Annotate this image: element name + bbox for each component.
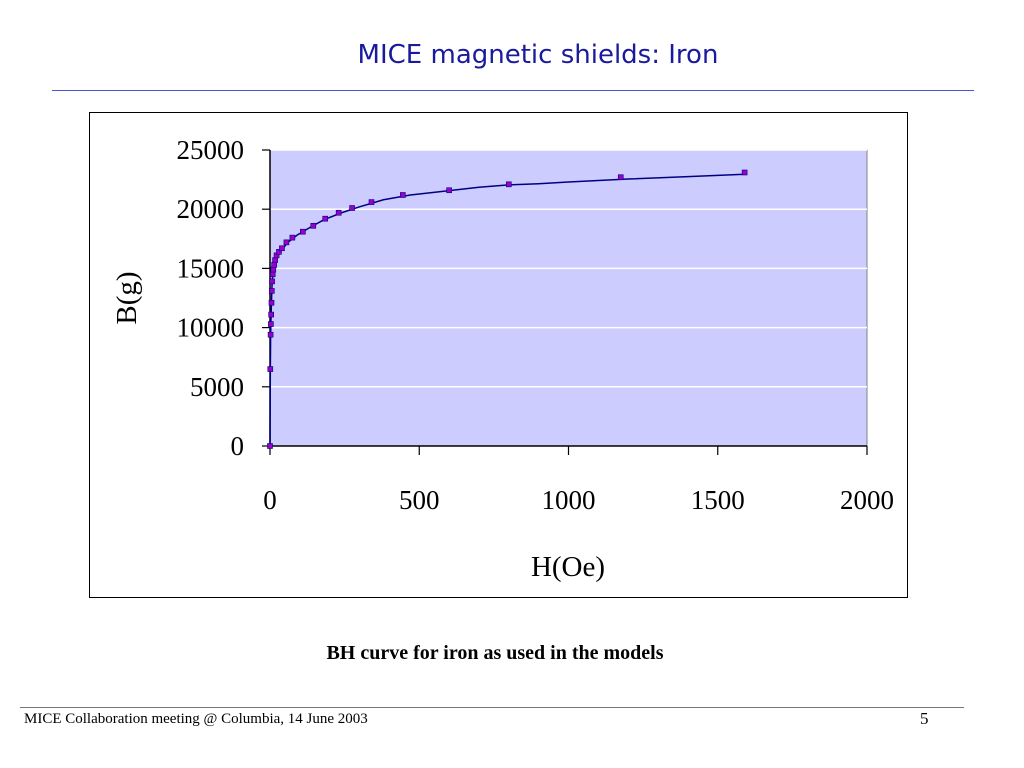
title-divider — [52, 90, 974, 91]
data-point-6 — [268, 288, 275, 294]
data-point-15 — [283, 239, 290, 246]
data-point-27 — [741, 169, 748, 176]
y-tick-label-15000: 15000 — [177, 253, 245, 283]
plot-area — [269, 149, 868, 447]
data-point-16 — [289, 234, 296, 241]
data-point-3 — [268, 321, 274, 327]
data-point-9 — [270, 266, 277, 273]
data-point-5 — [268, 299, 275, 306]
data-point-11 — [272, 257, 278, 263]
data-point-17 — [300, 228, 306, 235]
y-tick-label-10000: 10000 — [177, 313, 245, 343]
data-point-22 — [368, 199, 375, 205]
bh-fit-curve — [269, 173, 745, 447]
data-point-18 — [310, 222, 317, 229]
x-tick-labels: 0 500 1000 1500 2000 — [263, 485, 894, 515]
data-markers — [267, 169, 748, 449]
data-point-13 — [276, 249, 282, 255]
x-tick-label-500: 500 — [399, 485, 440, 515]
page-number: 5 — [920, 709, 929, 728]
data-point-26 — [617, 174, 624, 181]
footer-text: MICE Collaboration meeting @ Columbia, 1… — [24, 711, 368, 727]
x-tick-label-1500: 1500 — [691, 485, 745, 515]
data-point-19 — [322, 215, 329, 222]
data-point-24 — [446, 187, 452, 194]
data-point-1 — [267, 366, 274, 372]
data-point-10 — [271, 262, 277, 268]
grid-lines — [270, 149, 867, 388]
data-point-4 — [268, 311, 274, 318]
data-point-23 — [400, 192, 406, 198]
data-point-7 — [269, 278, 275, 285]
data-point-14 — [279, 245, 285, 252]
y-tick-label-0: 0 — [231, 431, 245, 461]
data-point-25 — [505, 181, 512, 188]
bh-chart: 0 5000 10000 15000 20000 25000 0 500 1000 1500 20… — [111, 135, 894, 583]
y-tick-label-20000: 20000 — [177, 194, 245, 224]
footer-divider — [20, 707, 964, 708]
chart-caption: BH curve for iron as used in the models — [326, 642, 664, 664]
y-tick-label-25000: 25000 — [177, 135, 245, 165]
y-tick-labels: 0 5000 10000 15000 20000 25000 — [177, 135, 245, 461]
x-tick-label-1000: 1000 — [542, 485, 596, 515]
y-tick-label-5000: 5000 — [190, 372, 244, 402]
data-point-0 — [267, 443, 273, 449]
y-axis-label: B(g) — [111, 271, 143, 324]
data-point-20 — [335, 209, 342, 216]
x-tick-label-0: 0 — [263, 485, 277, 515]
data-point-2 — [267, 331, 274, 338]
data-point-21 — [349, 205, 355, 211]
slide-title: MICE magnetic shields: Iron — [357, 40, 719, 70]
chart-frame: 0 5000 10000 15000 20000 25000 0 500 1000 1500 20… — [89, 112, 908, 598]
x-tick-label-2000: 2000 — [840, 485, 894, 515]
data-point-8 — [269, 271, 276, 278]
x-axis-label: H(Oe) — [531, 551, 605, 583]
